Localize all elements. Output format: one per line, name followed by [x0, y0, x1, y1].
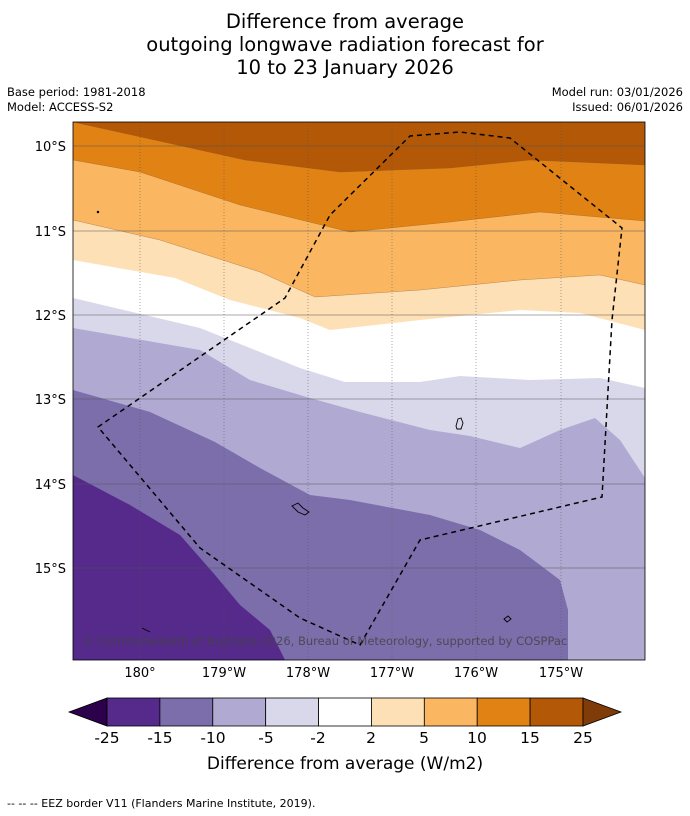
colorbar	[67, 697, 623, 727]
colorbar-segment-2	[212, 697, 267, 727]
lat-label-11s: 11°S	[35, 225, 66, 240]
colorbar-segment-0	[106, 697, 161, 727]
cb-tick-5: 2	[366, 729, 376, 747]
cb-tick-1: -15	[147, 729, 173, 747]
colorbar-segment-7	[476, 697, 531, 727]
colorbar-segment-6	[423, 697, 478, 727]
eez-legend: -- -- -- EEZ border V11 (Flanders Marine…	[7, 797, 316, 810]
lat-label-14s: 14°S	[35, 478, 66, 493]
lon-label-180: 180°	[124, 666, 155, 681]
colorbar-segment-5	[371, 697, 425, 727]
lon-label-179w: 179°W	[202, 666, 246, 681]
lon-axis-labels: 180° 179°W 178°W 177°W 176°W 175°W	[124, 666, 583, 681]
anomaly-field	[73, 122, 645, 660]
lon-label-178w: 178°W	[286, 666, 330, 681]
lat-label-13s: 13°S	[35, 393, 66, 408]
colorbar-segment-1	[159, 697, 214, 727]
colorbar-segment-3	[265, 697, 319, 727]
colorbar-segment-4	[318, 697, 372, 727]
meta-right: Model run: 03/01/2026 Issued: 06/01/2026	[552, 85, 683, 115]
meta-left: Base period: 1981-2018 Model: ACCESS-S2	[7, 85, 146, 115]
map-frame	[72, 121, 646, 661]
cb-tick-0: -25	[94, 729, 120, 747]
model-name: Model: ACCESS-S2	[7, 100, 114, 114]
islands	[96, 210, 512, 633]
colorbar-segment-8	[529, 697, 584, 727]
issued-date: Issued: 06/01/2026	[572, 100, 683, 114]
eez-border	[96, 131, 623, 646]
cb-tick-4: -2	[310, 729, 326, 747]
title-line-3: 10 to 23 January 2026	[236, 56, 454, 79]
island-north	[455, 417, 464, 430]
cb-tick-8: 15	[520, 729, 540, 747]
lat-label-10s: 10°S	[35, 140, 66, 155]
title-line-2: outgoing longwave radiation forecast for	[146, 33, 544, 56]
copyright-text: © Commonwealth of Australia 2026, Bureau…	[83, 634, 567, 648]
lon-label-175w: 175°W	[539, 666, 583, 681]
island-south	[503, 615, 512, 623]
lon-label-177w: 177°W	[370, 666, 414, 681]
islet-southwest	[141, 627, 151, 633]
title-line-1: Difference from average	[225, 10, 465, 33]
colorbar-title: Difference from average (W/m2)	[206, 754, 484, 774]
colorbar-under-triangle	[67, 697, 108, 727]
lon-label-176w: 176°W	[454, 666, 498, 681]
cb-tick-9: 25	[573, 729, 593, 747]
band-minus15-minus25	[73, 475, 285, 660]
island-central	[291, 502, 310, 516]
lat-label-15s: 15°S	[35, 562, 66, 577]
islet-west	[96, 210, 100, 214]
model-run: Model run: 03/01/2026	[551, 85, 683, 99]
lat-label-12s: 12°S	[35, 309, 66, 324]
chart-title: Difference from average outgoing longwav…	[0, 10, 690, 79]
cb-tick-6: 5	[419, 729, 429, 747]
cb-tick-7: 10	[467, 729, 487, 747]
cb-tick-3: -5	[258, 729, 274, 747]
cb-tick-2: -10	[200, 729, 226, 747]
base-period: Base period: 1981-2018	[7, 85, 146, 99]
gridlines	[73, 122, 645, 660]
lat-axis-labels: 10°S 11°S 12°S 13°S 14°S 15°S	[35, 140, 66, 577]
colorbar-over-triangle	[582, 697, 623, 727]
